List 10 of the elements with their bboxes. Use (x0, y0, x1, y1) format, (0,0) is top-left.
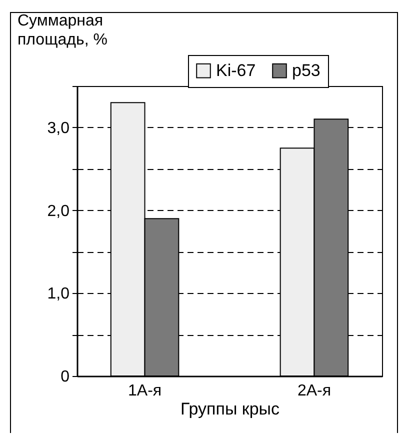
legend-label: Ki-67 (216, 60, 256, 80)
x-tick-label: 1А-я (128, 382, 162, 400)
legend-label: p53 (292, 60, 320, 80)
y-tick-label: 1,0 (47, 286, 70, 303)
y-tick-label: 3,0 (47, 120, 70, 137)
x-axis-title: Группы крыс (180, 400, 280, 418)
y-tick-label: 0 (60, 368, 70, 386)
x-tick-label: 2А-я (297, 382, 332, 400)
y-axis-title: Суммарная площадь, % (18, 12, 108, 48)
y-tick-label: 2,0 (47, 202, 70, 220)
